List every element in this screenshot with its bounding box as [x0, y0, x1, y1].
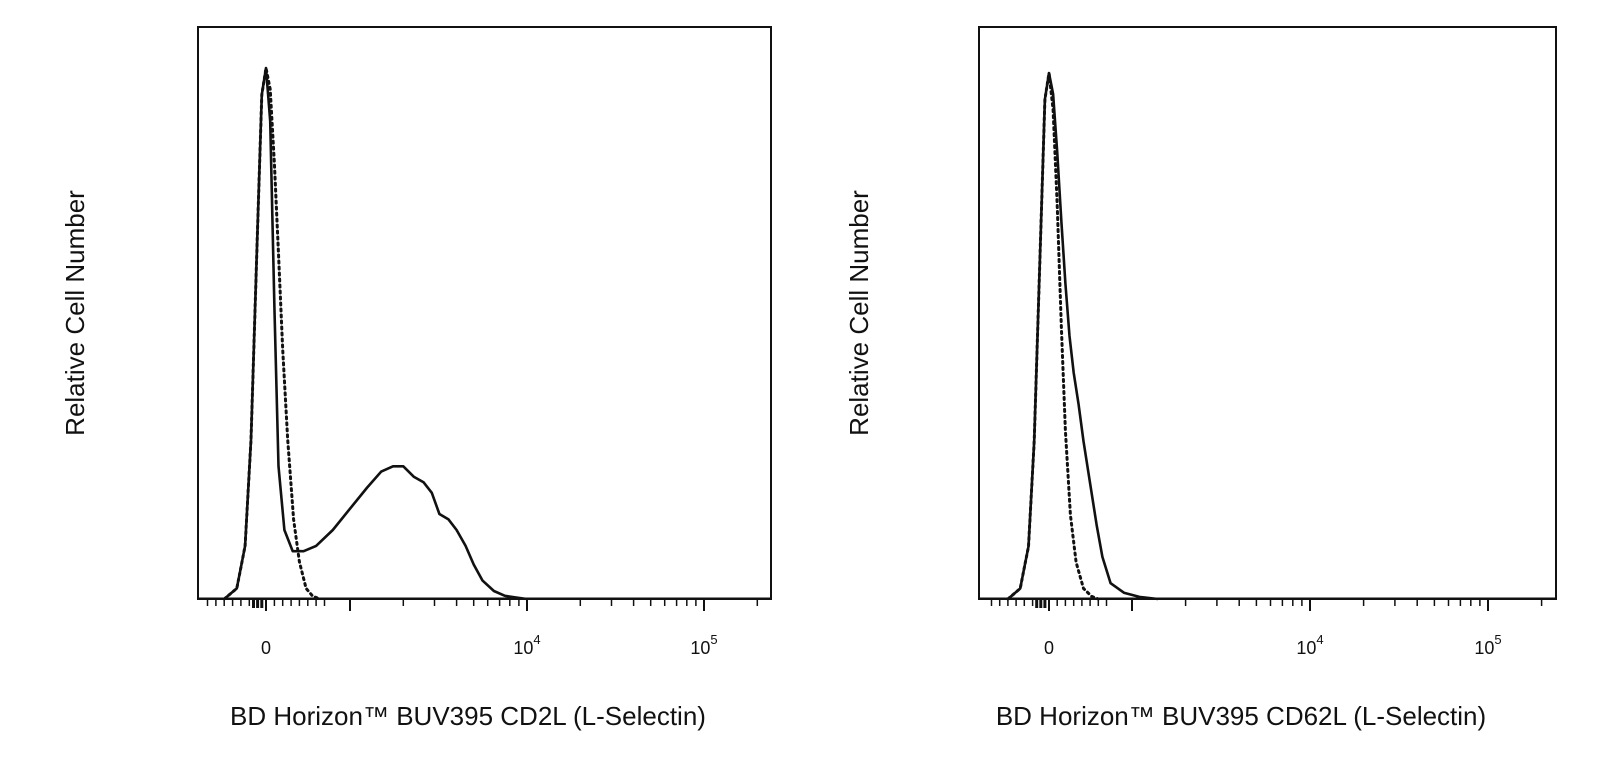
isotype-control-curve [1006, 71, 1100, 601]
x-tick-label-1e4: 104 [513, 632, 540, 658]
y-axis-label: Relative Cell Number [844, 190, 874, 436]
x-tick-label-1e5: 105 [690, 632, 717, 658]
y-axis-label: Relative Cell Number [60, 190, 90, 436]
series-layer [979, 71, 1556, 601]
isotype-control-curve [222, 66, 322, 601]
x-tick-labels: 0 104 105 [261, 632, 718, 658]
x-tick-label-0: 0 [1044, 638, 1054, 658]
x-minor-ticks [206, 599, 759, 606]
plot-frame [978, 26, 1557, 600]
series-layer [198, 66, 771, 601]
x-axis-label: BD Horizon™ BUV395 CD2L (L-Selectin) [230, 701, 706, 731]
x-major-ticks [252, 599, 705, 611]
x-axis-label: BD Horizon™ BUV395 CD62L (L-Selectin) [996, 701, 1486, 731]
stained-sample-curve [223, 66, 528, 601]
x-tick-label-0: 0 [261, 638, 271, 658]
x-tick-label-1e5: 105 [1474, 632, 1501, 658]
x-major-ticks [1035, 599, 1489, 611]
x-tick-label-1e4: 104 [1296, 632, 1323, 658]
x-tick-labels: 0 104 105 [1044, 632, 1502, 658]
x-minor-ticks [990, 599, 1543, 606]
histogram-panel-cd2l: 0 104 105 Relative Cell Number BD Horizo… [60, 26, 772, 731]
plot-frame [197, 26, 772, 600]
histogram-panel-cd62l: 0 104 105 Relative Cell Number BD Horizo… [844, 26, 1557, 731]
